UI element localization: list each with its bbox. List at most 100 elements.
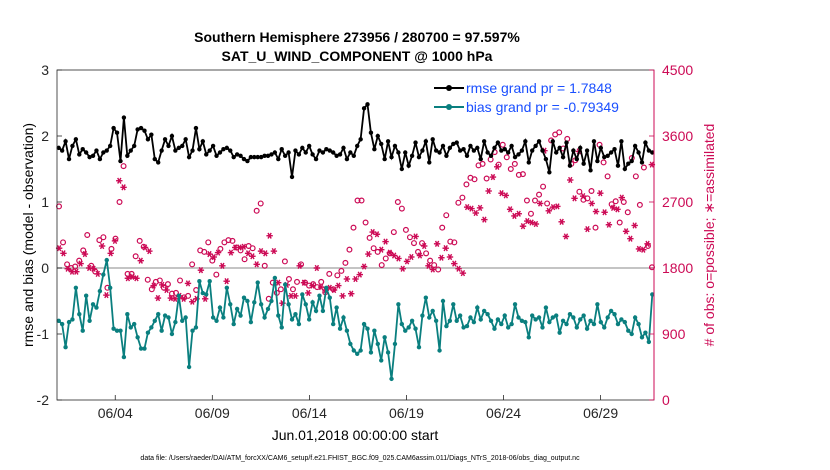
assimilated-point [137, 257, 144, 264]
rmse-point [423, 139, 429, 144]
rmse-point [152, 156, 157, 162]
rmse-point [162, 137, 168, 142]
rmse-point [533, 143, 538, 149]
y-right-tick-label: 0 [662, 392, 670, 408]
assimilated-point [571, 195, 578, 202]
rmse-point [365, 102, 370, 107]
rmse-point [499, 148, 504, 153]
y-left-tick-label: 0 [41, 260, 49, 276]
y-axis-label-right: # of obs: o=possible; ∗=assimilated [701, 124, 717, 347]
assimilated-point [77, 260, 84, 267]
rmse-point [646, 148, 652, 153]
rmse-point [457, 148, 463, 153]
assimilated-point [116, 177, 123, 184]
chart-title: Southern Hemisphere 273956 / 280700 = 97… [194, 29, 520, 45]
bias-point [540, 325, 545, 330]
bias-point [269, 298, 274, 304]
rmse-point [131, 143, 137, 149]
bias-point [543, 305, 549, 310]
assimilated-point [532, 220, 540, 228]
possible-point [515, 171, 522, 178]
rmse-point [83, 150, 89, 155]
assimilated-point [635, 245, 643, 253]
assimilated-point [378, 246, 385, 253]
bias-point [557, 330, 562, 335]
possible-point [156, 277, 163, 284]
rmse-point [588, 168, 593, 173]
rmse-point [186, 154, 192, 160]
bias-point [255, 280, 260, 285]
rmse-point [176, 145, 182, 151]
possible-point [285, 276, 292, 283]
bias-point [200, 290, 206, 296]
assimilated-point [210, 253, 217, 261]
bias-point [632, 315, 638, 320]
assimilated-point [528, 219, 535, 226]
assimilated-point [197, 267, 205, 274]
rmse-point [337, 152, 343, 157]
possible-point [205, 239, 212, 246]
assimilated-point [154, 294, 162, 302]
rmse-point [475, 145, 480, 151]
bias-point [619, 317, 624, 322]
assimilated-point [146, 247, 153, 255]
bias-point [83, 293, 89, 298]
rmse-point [118, 158, 123, 164]
possible-point [592, 224, 599, 231]
assimilated-point [300, 279, 308, 286]
assimilated-point [266, 232, 273, 239]
chart-subtitle: SAT_U_WIND_COMPONENT @ 1000 hPa [222, 48, 493, 64]
assimilated-point [438, 254, 445, 261]
rmse-point [375, 133, 381, 139]
assimilated-point [579, 192, 587, 200]
bias-point [526, 335, 531, 340]
rmse-point [571, 148, 576, 153]
rmse-point [543, 156, 549, 162]
rmse-point [214, 153, 219, 158]
bias-point [344, 328, 350, 333]
possible-point [366, 234, 373, 241]
rmse-point [451, 141, 456, 147]
bias-point [73, 285, 79, 290]
bias-point [505, 325, 511, 330]
bias-point [324, 285, 329, 290]
assimilated-point [390, 252, 398, 259]
bias-point [457, 313, 463, 318]
assimilated-point [640, 246, 647, 253]
bias-point [550, 315, 555, 320]
rmse-point [224, 145, 230, 151]
rmse-point [289, 174, 295, 180]
bias-point [289, 317, 295, 322]
assimilated-point [223, 278, 230, 285]
possible-point [277, 286, 284, 293]
rmse-point [468, 143, 473, 149]
bias-point [416, 345, 422, 350]
rmse-point [650, 150, 655, 155]
assimilated-point [558, 218, 565, 225]
assimilated-point [360, 263, 368, 270]
bias-point [464, 323, 470, 329]
possible-point [334, 272, 341, 279]
y-right-tick-label: 900 [662, 326, 686, 342]
bias-point [210, 315, 216, 320]
possible-point [289, 286, 296, 293]
bias-point [272, 275, 278, 281]
bias-point [646, 339, 652, 345]
possible-point [620, 199, 627, 206]
possible-point [608, 201, 615, 208]
rmse-point [605, 153, 610, 158]
rmse-point [90, 153, 96, 158]
y-left-tick-label: 3 [41, 62, 49, 78]
bias-point [581, 313, 586, 318]
rmse-point [478, 156, 483, 162]
bias-point [612, 312, 617, 317]
rmse-point [406, 163, 411, 168]
rmse-point [351, 153, 356, 158]
bias-point [636, 321, 641, 327]
rmse-point [142, 128, 147, 133]
bias-point [358, 348, 363, 353]
bias-point [149, 325, 154, 330]
bias-point [262, 315, 267, 320]
rmse-point [643, 140, 648, 145]
bias-point [650, 292, 655, 297]
